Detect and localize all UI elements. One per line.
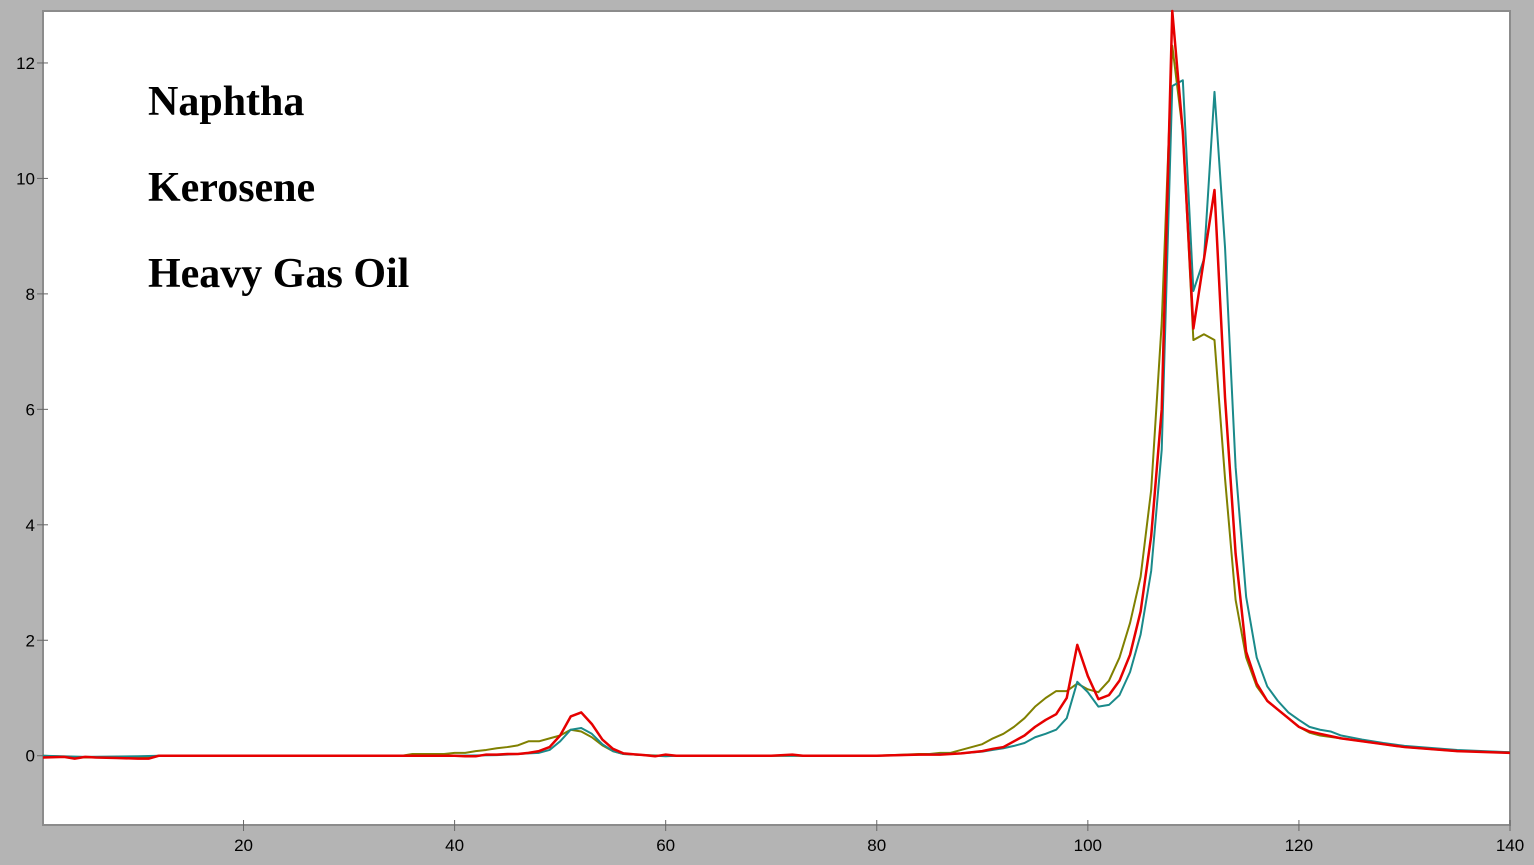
- series-layer: [42, 9, 1511, 760]
- y-tick-label: 6: [26, 400, 35, 419]
- x-tick-label: 80: [867, 836, 886, 855]
- y-axis: 0 2 4 6 8 10 12: [16, 54, 48, 766]
- x-tick-label: 100: [1074, 836, 1102, 855]
- series-line-olive: [42, 44, 1511, 759]
- x-tick-label: 140: [1496, 836, 1524, 855]
- plot-area: [42, 10, 1511, 826]
- x-tick-label: 40: [445, 836, 464, 855]
- x-tick-label: 20: [234, 836, 253, 855]
- x-tick-label: 120: [1285, 836, 1313, 855]
- y-tick-label: 2: [26, 631, 35, 650]
- y-tick-label: 12: [16, 54, 35, 73]
- series-line-teal: [42, 79, 1511, 758]
- x-tick-label: 60: [656, 836, 675, 855]
- legend: Naphtha Kerosene Heavy Gas Oil: [148, 79, 409, 297]
- y-tick-label: 8: [26, 285, 35, 304]
- legend-item-naphtha: Naphtha: [148, 79, 304, 125]
- y-tick-label: 10: [16, 169, 35, 188]
- x-axis: 20 40 60 80 100 120 140: [234, 820, 1524, 855]
- legend-item-kerosene: Kerosene: [148, 165, 315, 211]
- series-line-red: [42, 9, 1511, 760]
- legend-item-heavy-gas-oil: Heavy Gas Oil: [148, 251, 409, 297]
- y-tick-label: 4: [26, 516, 35, 535]
- y-tick-label: 0: [26, 747, 35, 766]
